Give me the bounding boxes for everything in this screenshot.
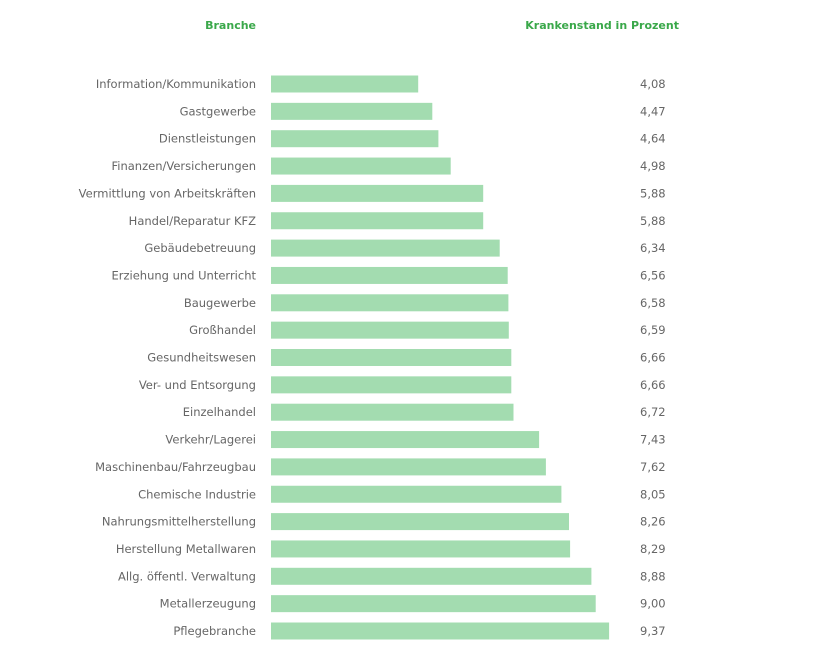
chart-rows: Information/Kommunikation 4,08 Gastgewerbe… [79,75,666,640]
value-label: 5,88 [640,186,666,200]
bar [271,540,571,558]
bar [271,266,508,284]
bar [271,184,484,202]
value-label: 4,08 [640,77,666,91]
category-label: Finanzen/Versicherungen [112,159,257,173]
value-label: 6,59 [640,323,666,337]
bar [271,567,592,585]
category-label: Verkehr/Lagerei [165,433,256,447]
bar [271,294,509,312]
category-label: Information/Kommunikation [96,77,256,91]
value-label: 7,62 [640,460,666,474]
category-column-heading: Branche [205,19,256,32]
bar [271,485,562,503]
value-label: 8,05 [640,487,666,501]
category-label: Maschinenbau/Fahrzeugbau [95,460,256,474]
category-label: Ver- und Entsorgung [139,378,256,392]
category-label: Gastgewerbe [180,104,256,118]
value-label: 6,66 [640,351,666,365]
bar [271,349,512,366]
value-label: 4,64 [640,132,666,146]
category-label: Allg. öffentl. Verwaltung [118,569,256,583]
category-label: Vermittlung von Arbeitskräften [79,186,256,200]
bar [271,321,509,339]
bar [271,75,419,93]
bar [271,622,610,640]
bar [271,403,514,421]
value-label: 9,00 [640,597,666,611]
value-label: 8,88 [640,569,666,583]
value-label: 6,56 [640,268,666,282]
category-label: Nahrungsmittelherstellung [102,515,256,529]
value-label: 6,66 [640,378,666,392]
category-label: Handel/Reparatur KFZ [129,214,256,228]
category-label: Einzelhandel [183,405,256,419]
bar [271,458,546,476]
bar [271,157,451,175]
value-label: 6,34 [640,241,666,255]
category-label: Erziehung und Unterricht [111,268,256,282]
value-label: 4,98 [640,159,666,173]
bar [271,102,433,120]
bar [271,130,439,148]
bar [271,431,540,449]
category-label: Chemische Industrie [138,487,256,501]
category-label: Herstellung Metallwaren [116,542,256,556]
category-label: Dienstleistungen [159,132,256,146]
value-label: 6,72 [640,405,666,419]
value-label: 9,37 [640,624,666,638]
category-label: Baugewerbe [184,296,256,310]
category-label: Pflegebranche [173,624,256,638]
category-label: Großhandel [189,323,256,337]
value-label: 5,88 [640,214,666,228]
category-label: Gesundheitswesen [147,351,256,365]
value-label: 8,26 [640,515,666,529]
value-column-heading: Krankenstand in Prozent [525,19,679,32]
bar [271,239,500,257]
category-label: Metallerzeugung [160,597,256,611]
value-label: 7,43 [640,433,666,447]
bar [271,376,512,394]
category-label: Gebäudebetreuung [144,241,256,255]
bar [271,212,484,230]
value-label: 4,47 [640,104,666,118]
bar [271,595,596,613]
value-label: 6,58 [640,296,666,310]
value-label: 8,29 [640,542,666,556]
bar [271,513,569,531]
